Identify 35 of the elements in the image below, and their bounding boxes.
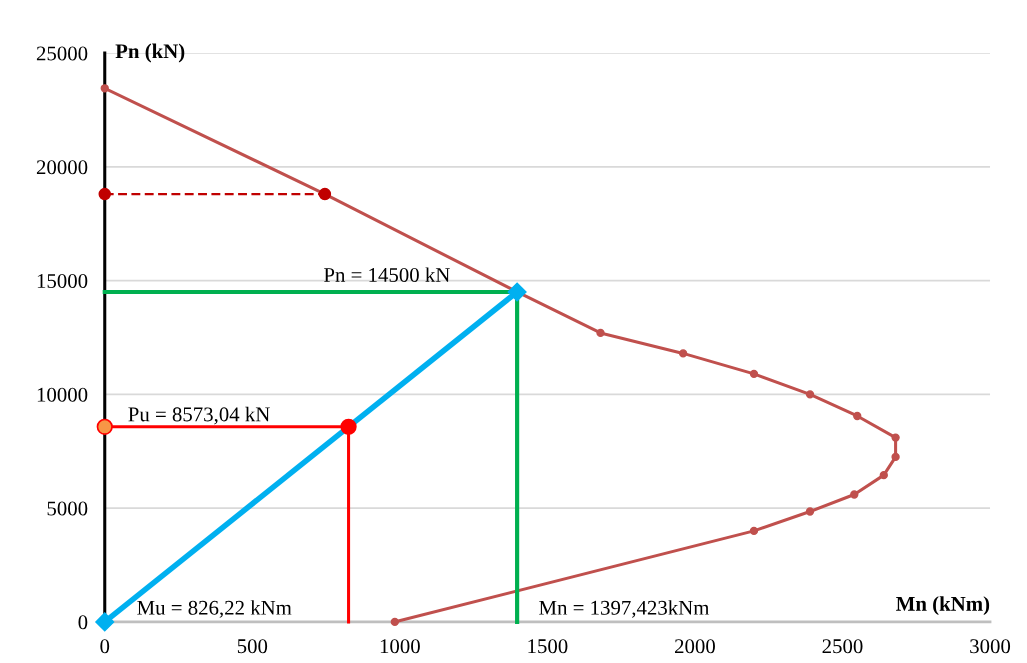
point bbox=[507, 282, 527, 302]
x-axis-title: Mn (kNm) bbox=[896, 596, 990, 616]
y-axis-title: Pn (kN) bbox=[115, 43, 185, 63]
x-tick-label: 0 bbox=[100, 639, 110, 654]
x-tick-label: 2500 bbox=[822, 639, 863, 654]
y-tick-label: 15000 bbox=[37, 273, 88, 289]
y-tick-label: 0 bbox=[78, 615, 88, 630]
point bbox=[749, 526, 759, 536]
point bbox=[100, 84, 109, 93]
annotation: Mn = 1397,423kNm bbox=[539, 600, 710, 618]
x-tick-label: 3000 bbox=[970, 639, 1011, 654]
point bbox=[891, 452, 900, 462]
point bbox=[678, 349, 688, 358]
point bbox=[596, 328, 605, 338]
annotation: Pu = 8573,04 kN bbox=[128, 406, 270, 425]
x-tick-label: 1500 bbox=[528, 639, 568, 654]
annotation: Mu = 826,22 kNm bbox=[137, 600, 292, 618]
y-tick-label: 5000 bbox=[47, 501, 88, 516]
y-tick-label: 25000 bbox=[36, 46, 88, 61]
x-tick-label: 500 bbox=[237, 639, 268, 654]
point bbox=[853, 411, 862, 421]
x-tick-label: 2000 bbox=[675, 639, 715, 654]
point bbox=[805, 507, 815, 516]
point bbox=[95, 612, 115, 632]
point bbox=[390, 617, 399, 627]
y-tick-label: 10000 bbox=[37, 387, 88, 402]
point bbox=[850, 490, 859, 499]
point bbox=[891, 433, 900, 442]
point bbox=[805, 390, 815, 399]
point bbox=[98, 187, 112, 201]
point bbox=[749, 369, 759, 379]
point bbox=[879, 470, 888, 480]
y-tick-label: 20000 bbox=[36, 160, 88, 175]
annotation: Pn = 14500 kN bbox=[324, 267, 450, 283]
x-tick-label: 1000 bbox=[380, 639, 420, 654]
